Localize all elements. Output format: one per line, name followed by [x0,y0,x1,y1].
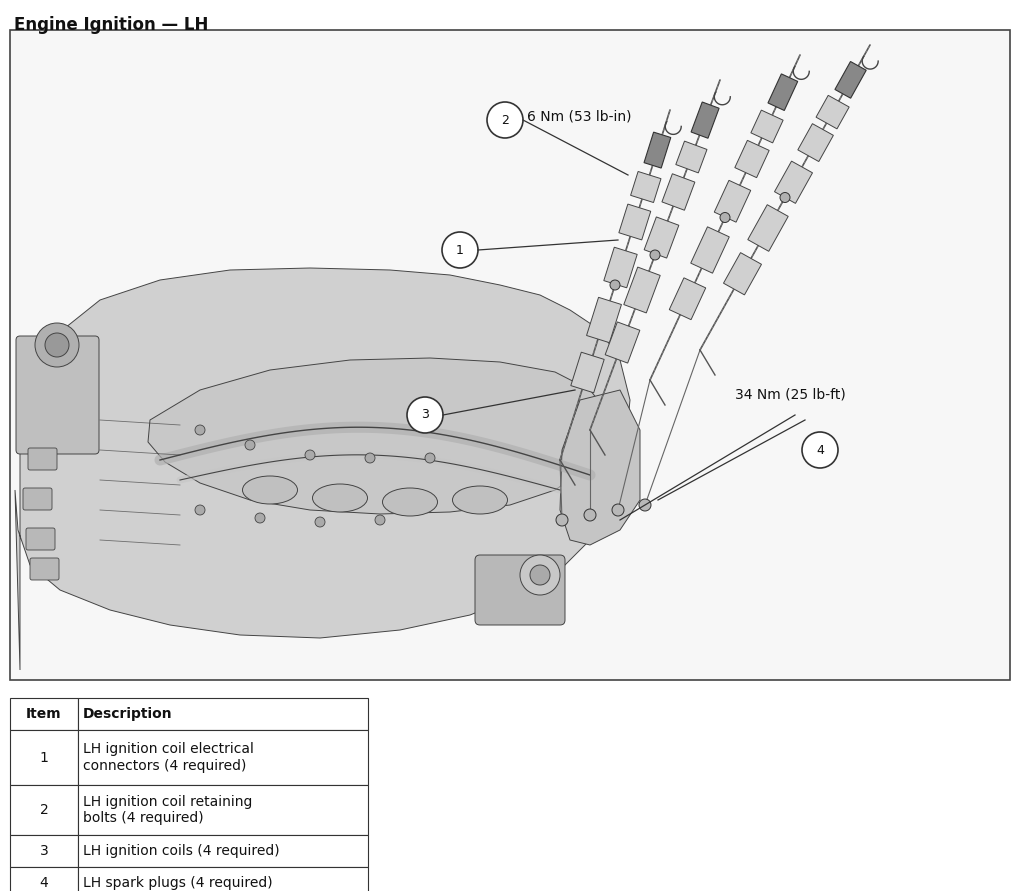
Circle shape [365,453,375,463]
Ellipse shape [383,488,437,516]
Polygon shape [691,102,719,138]
Circle shape [802,432,838,468]
Circle shape [305,450,315,460]
Text: 2: 2 [40,803,48,817]
FancyBboxPatch shape [30,558,59,580]
Polygon shape [624,267,660,313]
Polygon shape [631,171,662,202]
Circle shape [35,323,79,367]
Text: Item: Item [27,707,61,721]
FancyBboxPatch shape [16,336,99,454]
Circle shape [720,212,730,223]
Circle shape [584,509,596,521]
Circle shape [530,565,550,585]
Polygon shape [560,390,640,545]
Ellipse shape [243,476,298,504]
Polygon shape [587,298,622,343]
Bar [10,867,78,891]
Polygon shape [748,205,788,251]
Circle shape [255,513,265,523]
Text: 4: 4 [816,444,824,456]
FancyBboxPatch shape [28,448,57,470]
Circle shape [610,280,620,290]
Text: 3: 3 [421,408,429,421]
Circle shape [195,505,205,515]
Bar [78,785,368,835]
Circle shape [407,397,443,433]
Circle shape [639,499,651,511]
Circle shape [315,517,325,527]
Text: 34 Nm (25 lb-ft): 34 Nm (25 lb-ft) [735,388,846,402]
Bar [78,698,368,730]
Circle shape [520,555,560,595]
Polygon shape [644,217,679,258]
Bar [78,835,368,867]
Circle shape [556,514,568,526]
Polygon shape [618,204,650,240]
Circle shape [45,333,69,357]
Polygon shape [774,161,812,203]
FancyBboxPatch shape [26,528,55,550]
Text: LH spark plugs (4 required): LH spark plugs (4 required) [83,876,272,890]
Bar [78,867,368,891]
Ellipse shape [312,484,368,512]
Text: LH ignition coil electrical
connectors (4 required): LH ignition coil electrical connectors (… [83,742,254,772]
Polygon shape [751,110,783,143]
Ellipse shape [453,486,508,514]
Text: 3: 3 [40,844,48,858]
Bar [10,835,78,867]
Text: 1: 1 [456,243,464,257]
Polygon shape [570,352,604,393]
Text: 4: 4 [40,876,48,890]
Polygon shape [768,74,798,110]
Circle shape [487,102,523,138]
Circle shape [442,232,478,268]
Polygon shape [662,174,695,210]
Polygon shape [835,61,866,98]
Circle shape [375,515,385,525]
Text: 6 Nm (53 lb-in): 6 Nm (53 lb-in) [527,110,632,124]
Polygon shape [798,124,834,161]
Text: Engine Ignition — LH: Engine Ignition — LH [14,16,208,34]
Circle shape [650,250,660,260]
Polygon shape [735,141,769,177]
Text: LH ignition coils (4 required): LH ignition coils (4 required) [83,844,280,858]
Polygon shape [715,180,751,222]
Polygon shape [605,322,640,364]
Text: 1: 1 [40,750,48,764]
Circle shape [245,440,255,450]
FancyBboxPatch shape [475,555,565,625]
Text: Description: Description [83,707,173,721]
Text: 2: 2 [501,113,509,127]
Polygon shape [15,268,630,670]
Polygon shape [670,278,706,320]
Polygon shape [676,141,707,173]
Bar [10,785,78,835]
Circle shape [195,425,205,435]
Polygon shape [816,95,849,129]
FancyBboxPatch shape [23,488,52,510]
Bar [78,730,368,785]
Polygon shape [604,247,637,288]
Bar [10,730,78,785]
Polygon shape [724,253,762,295]
Polygon shape [644,132,671,168]
Circle shape [612,504,624,516]
Polygon shape [691,227,729,274]
Polygon shape [148,358,610,514]
Circle shape [425,453,435,463]
Bar [10,30,1010,680]
Circle shape [780,192,790,202]
Bar [10,698,78,730]
Text: LH ignition coil retaining
bolts (4 required): LH ignition coil retaining bolts (4 requ… [83,795,252,825]
